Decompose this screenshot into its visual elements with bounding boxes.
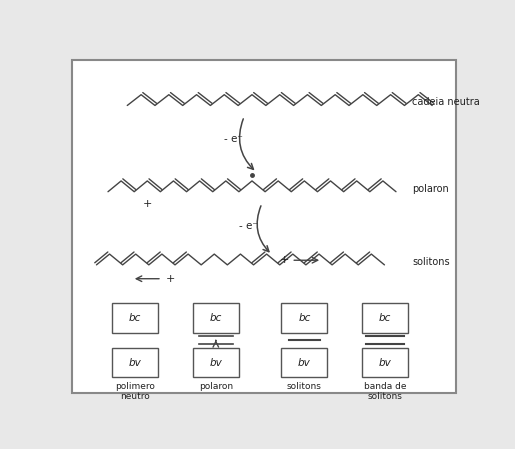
Bar bbox=[281, 348, 328, 377]
Bar bbox=[281, 304, 328, 333]
Text: bv: bv bbox=[298, 358, 311, 368]
Text: polaron: polaron bbox=[199, 382, 233, 391]
Text: +: + bbox=[166, 274, 175, 284]
Bar bbox=[193, 304, 239, 333]
Text: bc: bc bbox=[379, 313, 391, 323]
Text: - e⁻: - e⁻ bbox=[224, 134, 243, 144]
Text: polimero
neutro: polimero neutro bbox=[115, 382, 155, 401]
Text: +: + bbox=[143, 199, 152, 209]
Bar bbox=[112, 348, 158, 377]
Text: - e⁻: - e⁻ bbox=[239, 220, 259, 231]
Text: +: + bbox=[280, 255, 289, 265]
Text: bv: bv bbox=[129, 358, 141, 368]
Text: cadeia neutra: cadeia neutra bbox=[412, 97, 480, 107]
Bar bbox=[362, 348, 408, 377]
Bar bbox=[362, 304, 408, 333]
Bar bbox=[193, 348, 239, 377]
Text: polaron: polaron bbox=[412, 184, 449, 194]
Text: bc: bc bbox=[210, 313, 222, 323]
Text: bc: bc bbox=[298, 313, 311, 323]
Text: bc: bc bbox=[129, 313, 141, 323]
Text: bv: bv bbox=[210, 358, 222, 368]
Text: banda de
solitons: banda de solitons bbox=[364, 382, 406, 401]
Text: solitons: solitons bbox=[287, 382, 322, 391]
Text: bv: bv bbox=[379, 358, 391, 368]
Text: solitons: solitons bbox=[412, 257, 450, 267]
Bar bbox=[112, 304, 158, 333]
